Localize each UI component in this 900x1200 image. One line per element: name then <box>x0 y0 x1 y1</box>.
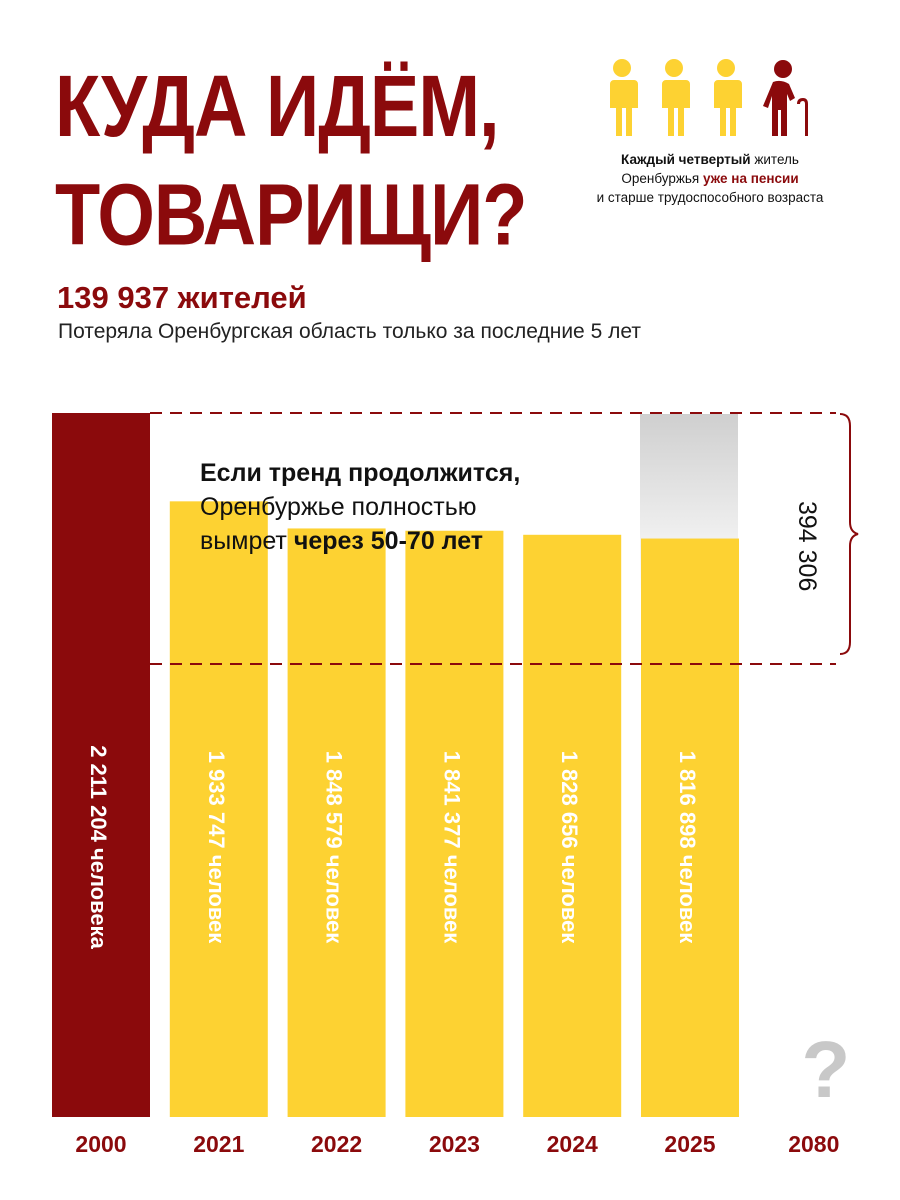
year-label-2000: 2000 <box>75 1131 126 1157</box>
pension-note-line-2: Оренбуржья уже на пенсии <box>560 169 860 188</box>
people-icons <box>610 59 808 136</box>
pension-note-text: Оренбуржья <box>621 171 703 186</box>
unknown-value-label: ? <box>801 1025 850 1114</box>
bar-2024 <box>523 534 622 1117</box>
bar-2022 <box>287 528 386 1117</box>
title-line-2: ТОВАРИЩИ? <box>55 165 527 264</box>
pension-note-text: житель <box>750 152 799 167</box>
difference-label: 394 306 <box>793 501 821 592</box>
year-label-2080: 2080 <box>788 1131 839 1157</box>
bar-2000 <box>52 413 150 1117</box>
pension-note: Каждый четвертый житель Оренбуржья уже н… <box>560 150 860 207</box>
year-label-2021: 2021 <box>193 1131 244 1157</box>
bar-value-label: 2 211 204 человека <box>86 745 111 949</box>
year-label-2023: 2023 <box>429 1131 480 1157</box>
year-label-2024: 2024 <box>547 1131 598 1157</box>
pension-note-text: и старше трудоспособного возраста <box>596 190 824 205</box>
bar-2021 <box>169 501 268 1117</box>
bar-value-label: 1 828 656 человек <box>557 751 582 945</box>
subline: Потеряла Оренбургская область только за … <box>58 320 641 343</box>
elderly-person-with-cane-icon <box>763 60 808 136</box>
trend-bold-end: через 50-70 лет <box>293 527 484 555</box>
trend-line-2: Оренбуржье полностью <box>200 493 477 521</box>
trend-line-1: Если тренд продолжится, <box>200 456 620 490</box>
trend-text: Если тренд продолжится, Оренбуржье полно… <box>200 456 620 558</box>
difference-brace <box>839 413 859 655</box>
year-label-2025: 2025 <box>664 1131 715 1157</box>
bar-value-label: 1 848 579 человек <box>322 751 347 945</box>
trend-dashed-outline <box>150 412 836 665</box>
headline: 139 937 жителей <box>57 280 307 315</box>
pension-note-line-1: Каждый четвертый житель <box>560 150 860 169</box>
person-icon <box>610 59 638 136</box>
trend-line-3: вымрет через 50-70 лет <box>200 524 620 558</box>
pension-note-highlight: уже на пенсии <box>702 171 799 186</box>
title-line-1: КУДА ИДЁМ, <box>55 56 500 155</box>
person-icon <box>714 59 742 136</box>
pension-note-line-3: и старше трудоспособного возраста <box>560 188 860 207</box>
page-title: КУДА ИДЁМ, ТОВАРИЩИ? <box>55 52 615 269</box>
pension-note-bold: Каждый четвертый <box>621 152 751 167</box>
year-label-2022: 2022 <box>311 1131 362 1157</box>
bar-2025 <box>641 538 739 1117</box>
bar-value-label: 1 841 377 человек <box>439 751 464 945</box>
trend-prefix: вымрет <box>200 527 294 555</box>
trend-bold: Если тренд продолжится, <box>200 459 521 487</box>
bar-2023 <box>405 530 504 1117</box>
bar-value-label: 1 933 747 человек <box>204 751 229 945</box>
person-icon <box>662 59 690 136</box>
bar-value-label: 1 816 898 человек <box>675 751 700 945</box>
